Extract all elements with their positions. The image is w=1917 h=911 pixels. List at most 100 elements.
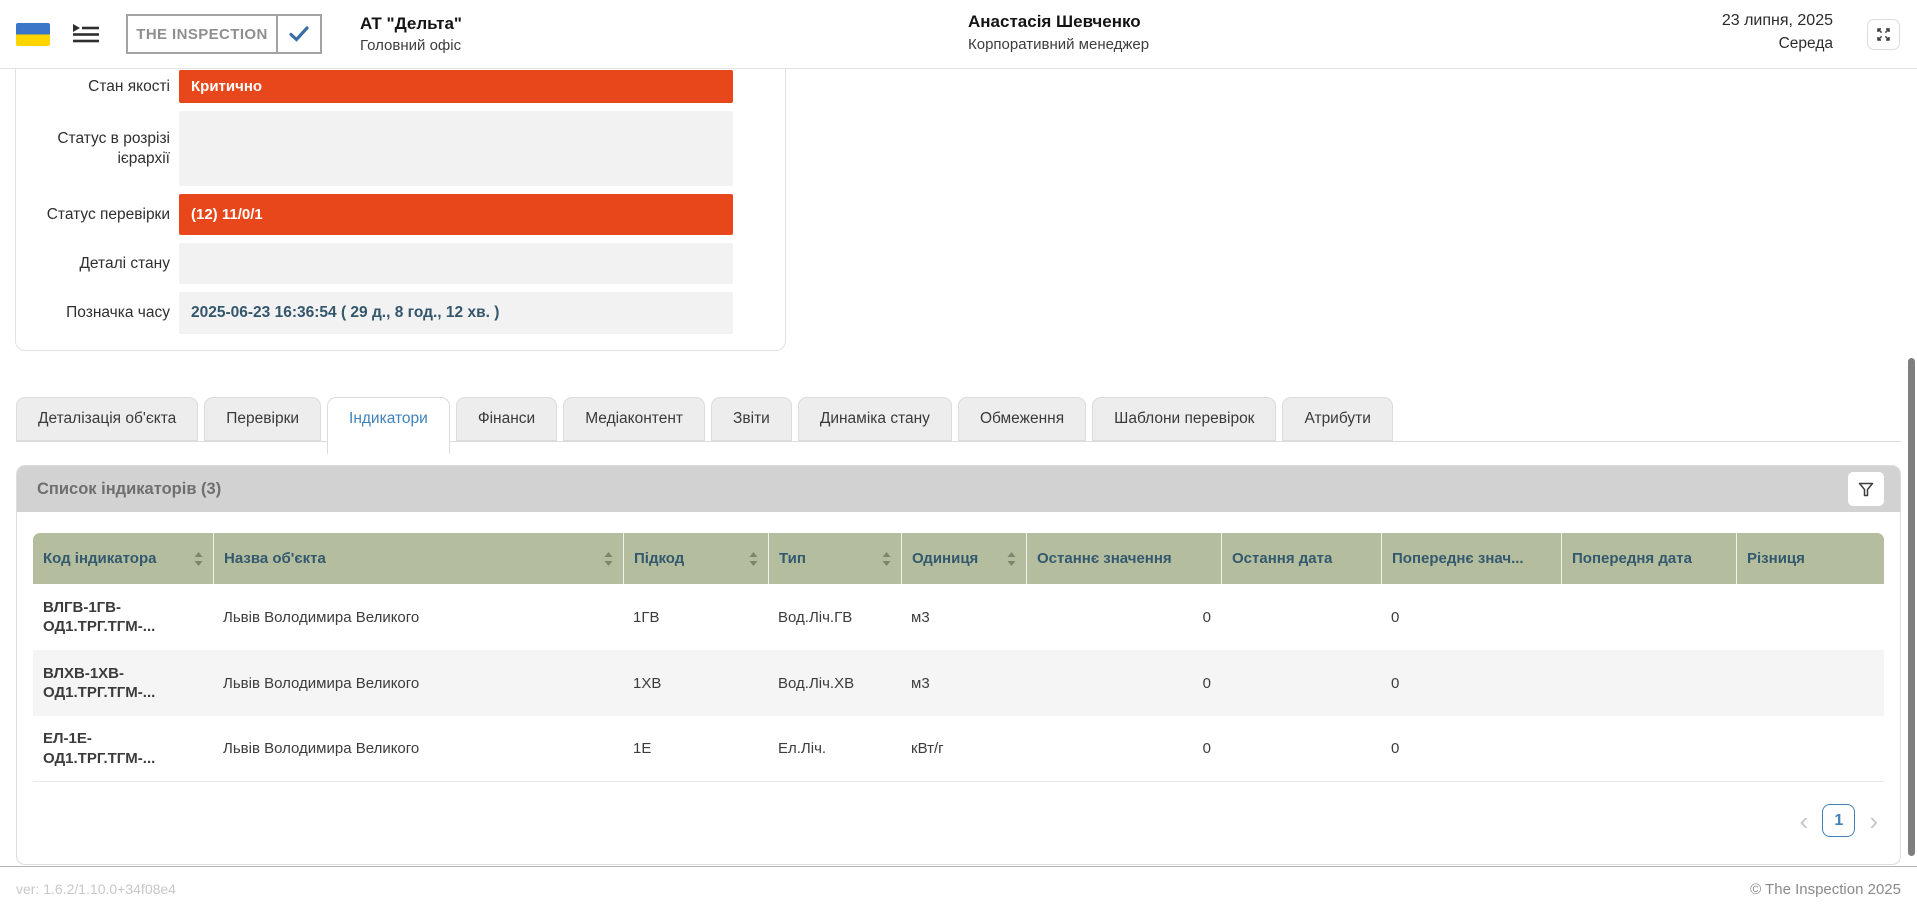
indicators-panel-header: Список індикаторів (3) xyxy=(17,466,1900,512)
cell-last-date xyxy=(1221,650,1381,716)
column-header-previous-date: Попередня дата xyxy=(1561,533,1736,584)
date-block: 23 липня, 2025 Середа xyxy=(1722,12,1833,53)
column-header-type[interactable]: Тип xyxy=(768,533,901,584)
sort-icon xyxy=(882,551,891,566)
object-name-link[interactable]: Львів Володимира Великого xyxy=(213,650,623,716)
tab-restrictions[interactable]: Обмеження xyxy=(957,397,1087,441)
tab-state-dynamics[interactable]: Динаміка стану xyxy=(797,397,952,441)
cell-previous-value: 0 xyxy=(1391,608,1400,626)
sort-icon xyxy=(749,551,758,566)
pagination-prev-button[interactable]: ‹ xyxy=(1799,805,1809,836)
tab-media[interactable]: Медіаконтент xyxy=(563,397,706,441)
cell-last-value: 0 xyxy=(1026,716,1221,782)
version-label: ver: 1.6.2/1.10.0+34f08e4 xyxy=(16,881,176,897)
cell-unit: кВт/г xyxy=(901,716,1026,782)
cell-previous-value: 0 xyxy=(1381,650,1561,716)
cell-previous-date xyxy=(1561,584,1736,650)
column-header-unit[interactable]: Одиниця xyxy=(901,533,1026,584)
filter-funnel-icon xyxy=(1858,482,1874,496)
indicator-code-link[interactable]: ВЛГВ-1ГВ-ОД1.ТРГ.ТГМ-... xyxy=(43,598,156,636)
cell-last-value: 0 xyxy=(1202,608,1211,626)
cell-subcode: 1ГВ xyxy=(633,608,660,626)
menu-unfold-icon xyxy=(73,24,99,43)
user-menu[interactable]: Анастасія Шевченко Корпоративний менедже… xyxy=(968,12,1149,53)
column-header-indicator-code[interactable]: Код індикатора xyxy=(33,533,213,584)
pagination-next-button[interactable]: › xyxy=(1869,805,1878,836)
table-row: ЕЛ-1Е-ОД1.ТРГ.ТГМ-... Львів Володимира В… xyxy=(33,716,1884,782)
field-label: Статус перевірки xyxy=(46,205,170,223)
cell-subcode: 1Е xyxy=(623,716,768,782)
tab-inspection-templates[interactable]: Шаблони перевірок xyxy=(1092,397,1277,441)
indicators-panel: Список індикаторів (3) Код індикатора На… xyxy=(16,465,1901,865)
cell-difference xyxy=(1736,650,1884,716)
object-status-card: Стан якості Критично Статус в розрізі іє… xyxy=(15,69,786,351)
app-logo[interactable]: THE INSPECTION xyxy=(126,14,322,54)
timestamp-value: 2025-06-23 16:36:54 ( 29 д., 8 год., 12 … xyxy=(179,292,733,334)
field-label: Стан якості xyxy=(88,77,170,95)
field-label: Статус в розрізі ієрархії xyxy=(57,130,170,167)
current-date: 23 липня, 2025 xyxy=(1721,12,1833,29)
vertical-scrollbar-thumb[interactable] xyxy=(1908,358,1915,856)
column-header-last-value: Останнє значення xyxy=(1026,533,1221,584)
state-details-value xyxy=(179,243,733,284)
user-name: Анастасія Шевченко xyxy=(968,12,1141,31)
app-footer: ver: 1.6.2/1.10.0+34f08e4 © The Inspecti… xyxy=(0,866,1917,911)
column-header-difference: Різниця xyxy=(1736,533,1884,584)
app-header: THE INSPECTION АТ "Дельта" Головний офіс… xyxy=(0,0,1917,69)
checkmark-icon xyxy=(289,26,309,42)
table-row: ВЛХВ-1ХВ-ОД1.ТРГ.ТГМ-... Львів Володимир… xyxy=(33,650,1884,716)
cell-type: Вод.Ліч.ХВ xyxy=(768,650,901,716)
pagination: ‹ 1 › xyxy=(33,804,1884,837)
logo-check-segment xyxy=(276,16,320,52)
status-row-inspection: Статус перевірки (12) 11/0/1 xyxy=(28,194,733,235)
org-block: АТ "Дельта" Головний офіс xyxy=(360,14,462,54)
sort-icon xyxy=(1007,551,1016,566)
field-label: Позначка часу xyxy=(66,304,170,322)
sort-icon xyxy=(194,551,203,566)
fullscreen-button[interactable] xyxy=(1867,19,1900,50)
column-header-subcode[interactable]: Підкод xyxy=(623,533,768,584)
table-header-row: Код індикатора Назва об'єкта Підкод Тип … xyxy=(33,533,1884,584)
cell-last-value: 0 xyxy=(1026,650,1221,716)
fullscreen-icon xyxy=(1877,28,1890,41)
indicators-panel-title: Список індикаторів (3) xyxy=(37,479,222,498)
object-name-link[interactable]: Львів Володимира Великого xyxy=(223,608,420,626)
tab-indicators[interactable]: Індикатори xyxy=(327,397,450,454)
indicators-table: Код індикатора Назва об'єкта Підкод Тип … xyxy=(33,533,1884,782)
cell-difference xyxy=(1736,584,1884,650)
quality-status-badge: Критично xyxy=(179,70,733,103)
filter-button[interactable] xyxy=(1848,472,1884,506)
tab-inspections[interactable]: Перевірки xyxy=(204,397,322,441)
cell-previous-value: 0 xyxy=(1381,716,1561,782)
cell-type: Вод.Ліч.ГВ xyxy=(778,608,853,626)
column-header-object-name[interactable]: Назва об'єкта xyxy=(213,533,623,584)
org-name: АТ "Дельта" xyxy=(360,14,462,33)
cell-unit: м3 xyxy=(911,608,930,626)
indicator-code-link[interactable]: ЕЛ-1Е-ОД1.ТРГ.ТГМ-... xyxy=(33,716,213,782)
column-header-last-date: Остання дата xyxy=(1221,533,1381,584)
tab-object-details[interactable]: Деталізація об'єкта xyxy=(16,397,199,441)
object-name-link[interactable]: Львів Володимира Великого xyxy=(213,716,623,782)
status-row-details: Деталі стану xyxy=(28,243,733,284)
pagination-page-1[interactable]: 1 xyxy=(1822,804,1856,837)
cell-previous-date xyxy=(1561,716,1736,782)
cell-last-date xyxy=(1221,584,1381,650)
copyright-label: © The Inspection 2025 xyxy=(1750,880,1901,898)
cell-subcode: 1ХВ xyxy=(623,650,768,716)
cell-type: Ел.Ліч. xyxy=(768,716,901,782)
field-label: Деталі стану xyxy=(79,254,170,272)
cell-difference xyxy=(1736,716,1884,782)
ukraine-flag-icon[interactable] xyxy=(16,22,50,46)
tab-attributes[interactable]: Атрибути xyxy=(1282,397,1393,441)
table-row: ВЛГВ-1ГВ-ОД1.ТРГ.ТГМ-... Львів Володимир… xyxy=(33,584,1884,650)
tab-reports[interactable]: Звіти xyxy=(711,397,792,441)
tab-finances[interactable]: Фінанси xyxy=(455,397,558,441)
status-row-hierarchy: Статус в розрізі ієрархії xyxy=(28,111,733,186)
cell-previous-date xyxy=(1561,650,1736,716)
indicators-panel-body: Код індикатора Назва об'єкта Підкод Тип … xyxy=(17,512,1900,837)
indicator-code-link[interactable]: ВЛХВ-1ХВ-ОД1.ТРГ.ТГМ-... xyxy=(33,650,213,716)
user-role: Корпоративний менеджер xyxy=(968,36,1150,53)
sidebar-toggle-button[interactable] xyxy=(72,22,100,46)
sort-icon xyxy=(604,551,613,566)
